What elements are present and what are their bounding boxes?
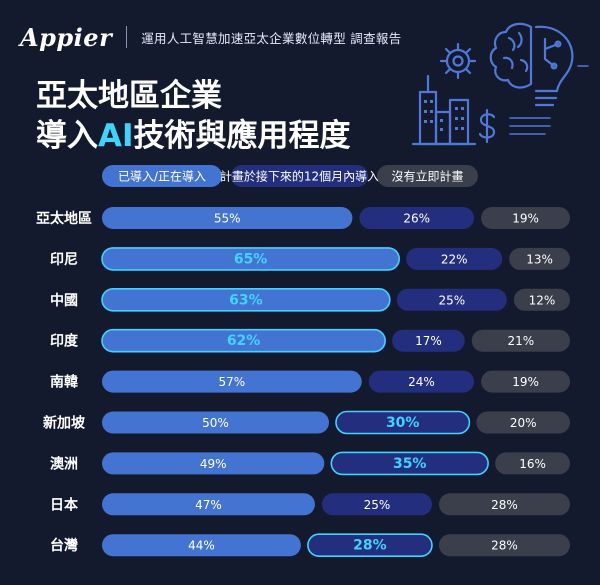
data-label: 28% [491,498,518,512]
bar-segment [471,329,570,352]
data-label: 26% [403,212,430,226]
title-line-2-pre: 導入 [36,118,98,154]
legend-item [231,165,368,187]
data-label: 28% [353,538,387,554]
data-label: 30% [386,415,420,431]
data-label: 63% [229,292,263,308]
bar-segment [359,207,475,229]
data-label: 20% [510,416,537,430]
lightbulb-icon [534,25,589,107]
data-label: 13% [526,252,553,266]
category-label: 澳洲 [50,455,78,472]
bar-segment [102,370,362,393]
data-label: 19% [512,375,539,389]
legend-item [377,165,478,187]
bar-segment [102,493,315,516]
category-label: 日本 [50,496,79,513]
data-label: 12% [529,293,556,307]
bar-segment [102,207,353,229]
title-line-2-post: 技術與應用程度 [133,118,351,154]
header-illustration [411,22,589,146]
bar-segment [101,328,386,353]
data-label: 28% [491,539,518,553]
decorative-lines [509,117,551,135]
data-label: 57% [219,375,246,389]
category-label: 新加坡 [43,415,86,432]
bar-segment [438,534,570,557]
category-label: 亞太地區 [36,210,92,227]
title-line-1: 亞太地區企業 [36,78,222,114]
header-divider [126,26,128,48]
legend-label: 沒有立即計畫 [391,169,463,184]
page-title: 亞太地區企業 導入AI技術與應用程度 [36,76,351,156]
bar-segment [102,534,301,557]
bar-segment [495,452,570,475]
data-label: 65% [234,251,268,267]
data-label: 44% [188,539,215,553]
data-label: 17% [415,334,442,348]
bar-segment [307,533,433,558]
bar-segment [481,207,570,229]
gear-icon [439,42,477,80]
data-label: 62% [227,333,261,349]
category-label: 南韓 [50,374,78,391]
data-label: 50% [202,416,229,430]
data-label: 21% [508,334,535,348]
dollar-icon [478,108,496,144]
header: Appier 運用人工智慧加速亞太企業數位轉型 調查報告 [20,22,402,52]
bar-segment [101,287,391,312]
bar-segment [476,411,570,434]
data-label: 19% [512,212,539,226]
bar-segment [406,247,503,270]
bar-segment [396,288,507,311]
bar-segment [321,493,432,516]
bar-segment [335,410,471,435]
legend-item [102,165,222,187]
data-label: 55% [214,212,241,226]
bar-segment [509,247,570,270]
bar-segment [102,411,329,434]
bar-segment [368,370,475,393]
data-label: 16% [519,457,546,471]
bar-segment [513,288,570,311]
report-subtitle: 運用人工智慧加速亞太企業數位轉型 調查報告 [141,30,402,46]
data-label: 24% [408,375,435,389]
legend-label: 計畫於接下來的12個月內導入 [220,169,379,184]
category-label: 印尼 [50,251,78,268]
appier-logo: Appier [20,22,113,52]
bar-segment [101,247,401,271]
data-label: 25% [364,498,391,512]
category-label: 印度 [50,333,79,350]
data-label: 35% [393,456,427,472]
data-label: 22% [441,252,468,266]
data-label: 49% [200,457,227,471]
category-label: 中國 [50,292,78,309]
title-ai-accent: AI [98,118,134,154]
legend-label: 已導入/正在導入 [118,170,206,184]
data-label: 25% [439,293,466,307]
bar-segment [481,370,570,393]
data-label: 47% [195,498,222,512]
bar-segment [102,452,325,475]
category-label: 台灣 [50,537,78,554]
bar-segment [392,329,465,352]
bar-segment [438,493,570,516]
city-buildings-icon [411,74,477,146]
title-line-2: 導入AI技術與應用程度 [36,116,351,156]
brain-icon [489,22,533,89]
bar-segment [330,451,489,476]
